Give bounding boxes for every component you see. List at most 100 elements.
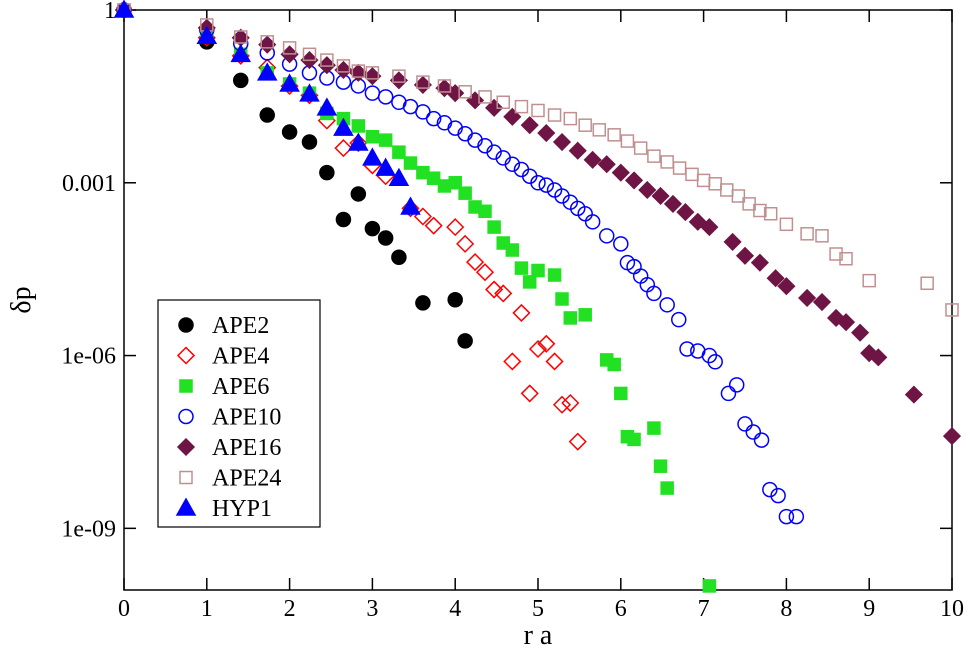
data-point [555, 292, 569, 306]
x-tick-label: 7 [698, 596, 710, 622]
x-tick-label: 0 [118, 596, 130, 622]
data-point [731, 189, 746, 203]
data-point [672, 161, 687, 175]
data-point [745, 424, 762, 440]
x-tick-label: 2 [284, 596, 296, 622]
data-point [700, 218, 719, 237]
legend-label: HYP1 [212, 496, 272, 522]
data-point [638, 180, 657, 200]
x-tick-label: 4 [449, 596, 461, 622]
data-point [335, 211, 352, 228]
data-point [457, 333, 473, 349]
x-tick-label: 8 [780, 596, 792, 622]
data-point [392, 69, 406, 83]
data-point [583, 150, 602, 169]
data-point [260, 35, 274, 49]
data-point [503, 352, 522, 371]
data-point [377, 89, 394, 105]
data-point [279, 73, 300, 92]
data-point [766, 269, 785, 288]
data-point [753, 203, 767, 218]
data-point [723, 232, 742, 251]
data-point [920, 276, 934, 291]
y-tick-label: 0.001 [62, 171, 116, 197]
data-point [256, 62, 278, 81]
data-point [633, 141, 648, 155]
data-point [232, 72, 249, 89]
legend-marker [179, 470, 193, 485]
data-point [737, 416, 753, 432]
data-point [319, 164, 335, 181]
data-point [735, 246, 755, 265]
data-point [800, 227, 814, 241]
data-point [392, 145, 406, 159]
data-point [561, 393, 580, 413]
data-point [528, 339, 548, 359]
data-point [552, 132, 572, 152]
data-point [777, 277, 796, 296]
data-point [568, 432, 587, 451]
data-point [762, 481, 778, 498]
data-point [485, 280, 504, 299]
data-point [728, 377, 745, 393]
data-point [514, 261, 529, 275]
data-point [798, 288, 817, 308]
data-point [788, 508, 805, 525]
data-point [522, 275, 537, 289]
data-point [496, 95, 510, 110]
data-point [592, 123, 607, 137]
legend-label: APE6 [212, 374, 269, 400]
data-point [302, 47, 317, 62]
data-point [627, 432, 641, 447]
x-tick-label: 9 [863, 596, 875, 622]
legend-box [157, 299, 321, 528]
data-point [301, 134, 318, 150]
data-point [563, 311, 578, 325]
data-point [281, 124, 298, 140]
data-point [702, 579, 717, 593]
data-point [671, 311, 687, 328]
data-point [466, 91, 485, 110]
data-point [336, 59, 351, 73]
data-point [647, 149, 661, 163]
data-point [458, 85, 472, 99]
data-point [812, 292, 832, 312]
data-point [537, 334, 556, 353]
data-point [351, 119, 366, 133]
data-point [679, 341, 695, 357]
data-point [598, 228, 615, 244]
data-point [320, 53, 334, 67]
data-point [770, 487, 786, 504]
x-tick-label: 1 [201, 596, 213, 622]
y-axis-label: δp [6, 286, 37, 313]
data-point [653, 459, 668, 473]
data-point [597, 155, 616, 174]
data-point [456, 234, 475, 253]
x-tick-label: 5 [532, 596, 544, 622]
legend-marker [178, 317, 194, 333]
data-point [614, 386, 628, 401]
data-point [377, 230, 394, 246]
data-point [514, 99, 529, 114]
data-point [829, 247, 843, 261]
legend-label: APE4 [212, 344, 269, 370]
data-point [196, 25, 218, 45]
x-axis-label: r a [524, 620, 553, 651]
data-point [647, 421, 661, 435]
y-tick-label: 1e-09 [61, 516, 116, 542]
data-point [447, 292, 463, 308]
data-point [487, 220, 501, 234]
data-point [446, 218, 465, 237]
data-point [466, 253, 485, 272]
data-point [478, 204, 492, 219]
data-point [945, 303, 959, 317]
data-point [660, 155, 674, 169]
data-point [520, 384, 539, 403]
data-point [646, 285, 662, 302]
data-point [815, 229, 829, 243]
data-point [282, 41, 297, 55]
data-point [485, 98, 504, 117]
data-point [696, 173, 711, 188]
data-point [349, 133, 368, 153]
data-point [537, 123, 556, 143]
